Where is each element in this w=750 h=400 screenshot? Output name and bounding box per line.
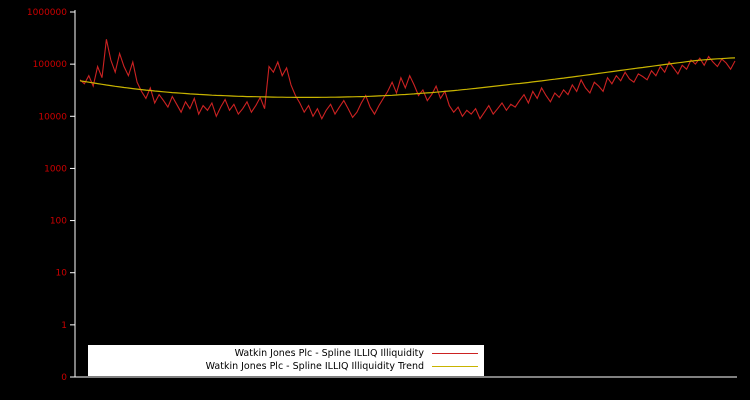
y-tick-label: 0 [61,373,67,383]
y-tick-label: 10000 [38,112,67,122]
legend-label-trend: Watkin Jones Plc - Spline ILLIQ Illiquid… [205,361,424,372]
legend: Watkin Jones Plc - Spline ILLIQ Illiquid… [88,345,484,376]
legend-line-sample-yellow [432,366,478,367]
y-tick-label: 10 [56,269,68,279]
series-line-0 [79,39,736,120]
y-tick-label: 100 [50,217,67,227]
y-tick-label: 1000 [44,164,67,174]
legend-line-sample-red [432,353,478,354]
y-tick-label: 1 [61,321,67,331]
legend-item: Watkin Jones Plc - Spline ILLIQ Illiquid… [94,347,478,360]
y-tick-label: 100000 [33,60,68,70]
series-line-1 [79,57,736,99]
legend-item: Watkin Jones Plc - Spline ILLIQ Illiquid… [94,360,478,373]
legend-label-illiquidity: Watkin Jones Plc - Spline ILLIQ Illiquid… [234,348,424,359]
y-tick-label: 1000000 [27,8,67,18]
